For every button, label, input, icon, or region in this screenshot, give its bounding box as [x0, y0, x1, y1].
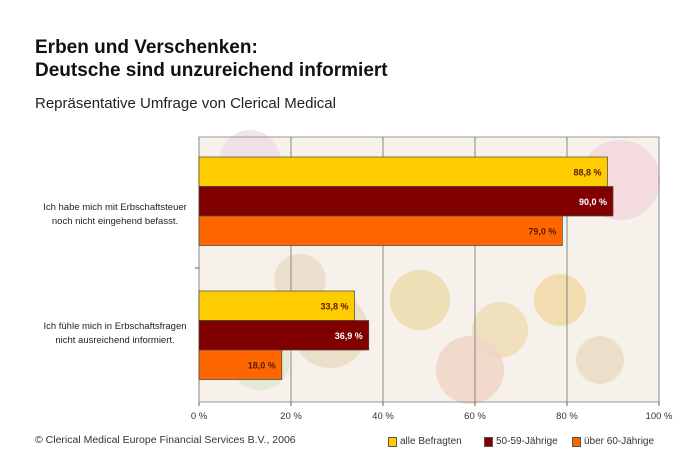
x-tick-label: 40 %: [372, 411, 394, 422]
data-label: 88,8 %: [573, 167, 601, 177]
chart-title: Erben und Verschenken: Deutsche sind unz…: [35, 36, 388, 82]
bar-1-0: [198, 186, 614, 217]
coin-decoration: [436, 336, 504, 404]
coin-decoration: [390, 270, 450, 330]
copyright-footer: © Clerical Medical Europe Financial Serv…: [35, 434, 296, 446]
category-label-line: Ich habe mich mit Erbschaftsteuer: [43, 202, 187, 213]
coin-decoration: [576, 336, 624, 384]
x-tick-label: 80 %: [556, 411, 578, 422]
legend-label: 50-59-Jährige: [496, 436, 558, 447]
title-line-2: Deutsche sind unzureichend informiert: [35, 60, 388, 81]
category-label-line: nicht ausreichend informiert.: [55, 335, 175, 346]
legend-item-50-59: 50-59-Jährige: [484, 436, 558, 447]
bar-2-0: [198, 215, 563, 246]
legend-swatch: [388, 436, 397, 447]
category-label-2: Ich fühle mich in Erbschaftsfragen nicht…: [35, 320, 195, 348]
data-label: 36,9 %: [335, 331, 363, 341]
x-tick-label: 60 %: [464, 411, 486, 422]
data-label: 90,0 %: [579, 197, 607, 207]
legend-item-alle: alle Befragten: [388, 436, 462, 447]
x-tick-label: 100 %: [646, 411, 673, 422]
data-label: 18,0 %: [248, 360, 276, 370]
x-tick-label: 20 %: [280, 411, 302, 422]
data-label: 33,8 %: [320, 301, 348, 311]
legend-item-60plus: über 60-Jährige: [572, 436, 654, 447]
legend-label: über 60-Jährige: [584, 436, 655, 447]
category-label-1: Ich habe mich mit Erbschaftsteuer noch n…: [35, 201, 195, 229]
category-label-line: noch nicht eingehend befasst.: [51, 216, 179, 227]
bar-0-0: [198, 156, 608, 187]
legend-swatch: [572, 436, 581, 447]
chart-subtitle: Repräsentative Umfrage von Clerical Medi…: [35, 95, 336, 112]
category-label-line: Ich fühle mich in Erbschaftsfragen: [43, 321, 187, 332]
bar-2-1: [198, 349, 283, 380]
legend-label: alle Befragten: [400, 436, 462, 447]
coin-decoration: [534, 274, 586, 326]
x-tick-label: 0 %: [191, 411, 208, 422]
data-label: 79,0 %: [528, 226, 556, 236]
legend-swatch: [484, 436, 493, 447]
title-line-1: Erben und Verschenken:: [35, 37, 258, 58]
bar-1-1: [198, 320, 370, 351]
